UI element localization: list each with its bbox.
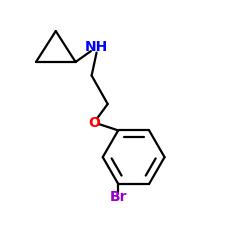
Text: NH: NH bbox=[85, 40, 108, 54]
Text: O: O bbox=[88, 116, 100, 130]
Text: Br: Br bbox=[110, 190, 127, 204]
